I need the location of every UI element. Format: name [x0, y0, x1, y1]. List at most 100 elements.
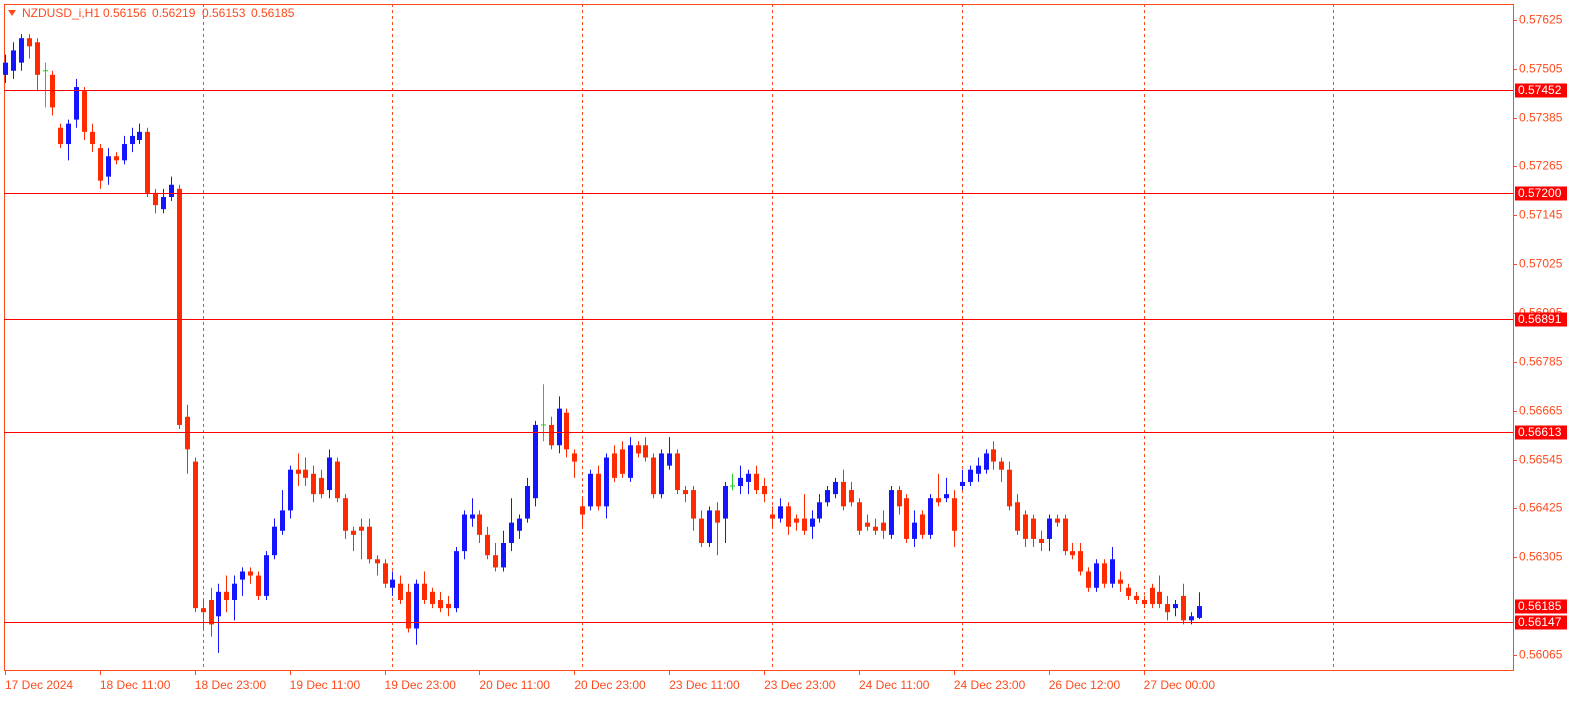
candle-body — [517, 518, 522, 531]
x-tick-label: 24 Dec 11:00 — [859, 678, 930, 692]
candle-body — [137, 131, 142, 140]
candle-body — [1173, 604, 1178, 609]
candle-body — [3, 62, 8, 75]
candle-body — [1086, 571, 1091, 588]
candle-body — [462, 514, 467, 552]
y-tick-label: 0.57025 — [1519, 257, 1563, 271]
candle-body — [572, 453, 577, 462]
price-label: 0.56185 — [1518, 599, 1562, 613]
candle-body — [991, 449, 996, 462]
candle-body — [897, 490, 902, 507]
level-box — [1515, 186, 1567, 201]
y-tick-label: 0.56425 — [1519, 501, 1563, 515]
candle-body — [651, 457, 656, 495]
candle-body — [643, 445, 648, 458]
x-tick-label: 24 Dec 23:00 — [954, 678, 1026, 692]
candle-body — [628, 445, 633, 478]
x-tick-label: 27 Dec 00:00 — [1144, 678, 1216, 692]
y-tick-label: 0.56785 — [1519, 355, 1563, 369]
level-label: 0.56613 — [1518, 425, 1562, 439]
candle-body — [311, 473, 316, 495]
candle-body — [786, 506, 791, 527]
price-box — [1515, 599, 1567, 614]
candle-body — [675, 453, 680, 491]
candle-body — [485, 534, 490, 556]
candle-body — [1078, 551, 1083, 572]
ohlc-open: 0.56156 — [103, 6, 147, 20]
candle-body — [564, 412, 569, 450]
candle-body — [1094, 563, 1099, 588]
candle-body — [557, 408, 562, 446]
level-label: 0.57452 — [1518, 83, 1562, 97]
candle-body — [1165, 604, 1170, 613]
candle-body — [920, 514, 925, 535]
candle-body — [738, 477, 743, 486]
candle-body — [19, 38, 24, 63]
y-tick-label: 0.56305 — [1519, 550, 1563, 564]
candle-body — [1031, 518, 1036, 539]
candle-body — [833, 481, 838, 495]
candle-body — [1070, 551, 1075, 556]
candle-body — [35, 42, 40, 75]
candle-body — [746, 473, 751, 482]
symbol-marker — [8, 10, 16, 16]
candle-body — [501, 542, 506, 568]
candle-body — [707, 510, 712, 543]
level-label: 0.57200 — [1518, 186, 1562, 200]
candle-body — [762, 485, 767, 495]
candle-body — [430, 591, 435, 605]
ohlc-close: 0.56185 — [251, 6, 295, 20]
candle-body — [50, 74, 55, 108]
plot-frame — [4, 4, 1514, 671]
candle-body — [1181, 595, 1186, 621]
candle-body — [248, 571, 253, 576]
candle-body — [367, 526, 372, 560]
candle-body — [691, 490, 696, 519]
candle-body — [90, 131, 95, 145]
candle-body — [280, 510, 285, 531]
candle-body — [802, 518, 807, 531]
candle-body — [770, 514, 775, 519]
candle-body — [968, 469, 973, 482]
candle-body — [193, 461, 198, 609]
level-label: 0.56891 — [1518, 312, 1562, 326]
candle-body — [849, 490, 854, 503]
candle-body — [984, 453, 989, 470]
candle-body — [406, 591, 411, 629]
candle-body — [209, 599, 214, 625]
candle-body — [580, 506, 585, 515]
y-tick-label: 0.57625 — [1519, 13, 1563, 27]
candle-body — [999, 461, 1004, 470]
candle-body — [1063, 518, 1068, 552]
candle-body — [1142, 599, 1147, 605]
candle-body — [122, 144, 127, 161]
candle-body — [778, 506, 783, 519]
candle-body — [130, 135, 135, 145]
y-tick-label: 0.57385 — [1519, 111, 1563, 125]
candle-body — [667, 453, 672, 466]
candle-body — [960, 481, 965, 486]
candle-body — [232, 583, 237, 600]
x-tick-label: 18 Dec 11:00 — [100, 678, 171, 692]
candle-body — [1126, 587, 1131, 596]
level-label: 0.56147 — [1518, 615, 1562, 629]
candle-body — [659, 453, 664, 495]
candle-body — [240, 571, 245, 580]
candle-body — [1102, 563, 1107, 584]
candle-body — [493, 555, 498, 568]
candle-body — [1055, 518, 1060, 523]
candle-body — [82, 91, 87, 132]
candle-body — [256, 575, 261, 596]
candle-body — [27, 38, 32, 47]
candle-body — [477, 514, 482, 535]
symbol: NZDUSD_i,H1 — [22, 6, 100, 20]
candle-body — [976, 465, 981, 474]
candle-body — [1197, 606, 1202, 618]
candle-body — [264, 555, 269, 596]
x-tick-label: 20 Dec 11:00 — [479, 678, 550, 692]
candle-body — [390, 579, 395, 588]
candle-body — [794, 518, 799, 523]
candle-body — [1023, 514, 1028, 539]
